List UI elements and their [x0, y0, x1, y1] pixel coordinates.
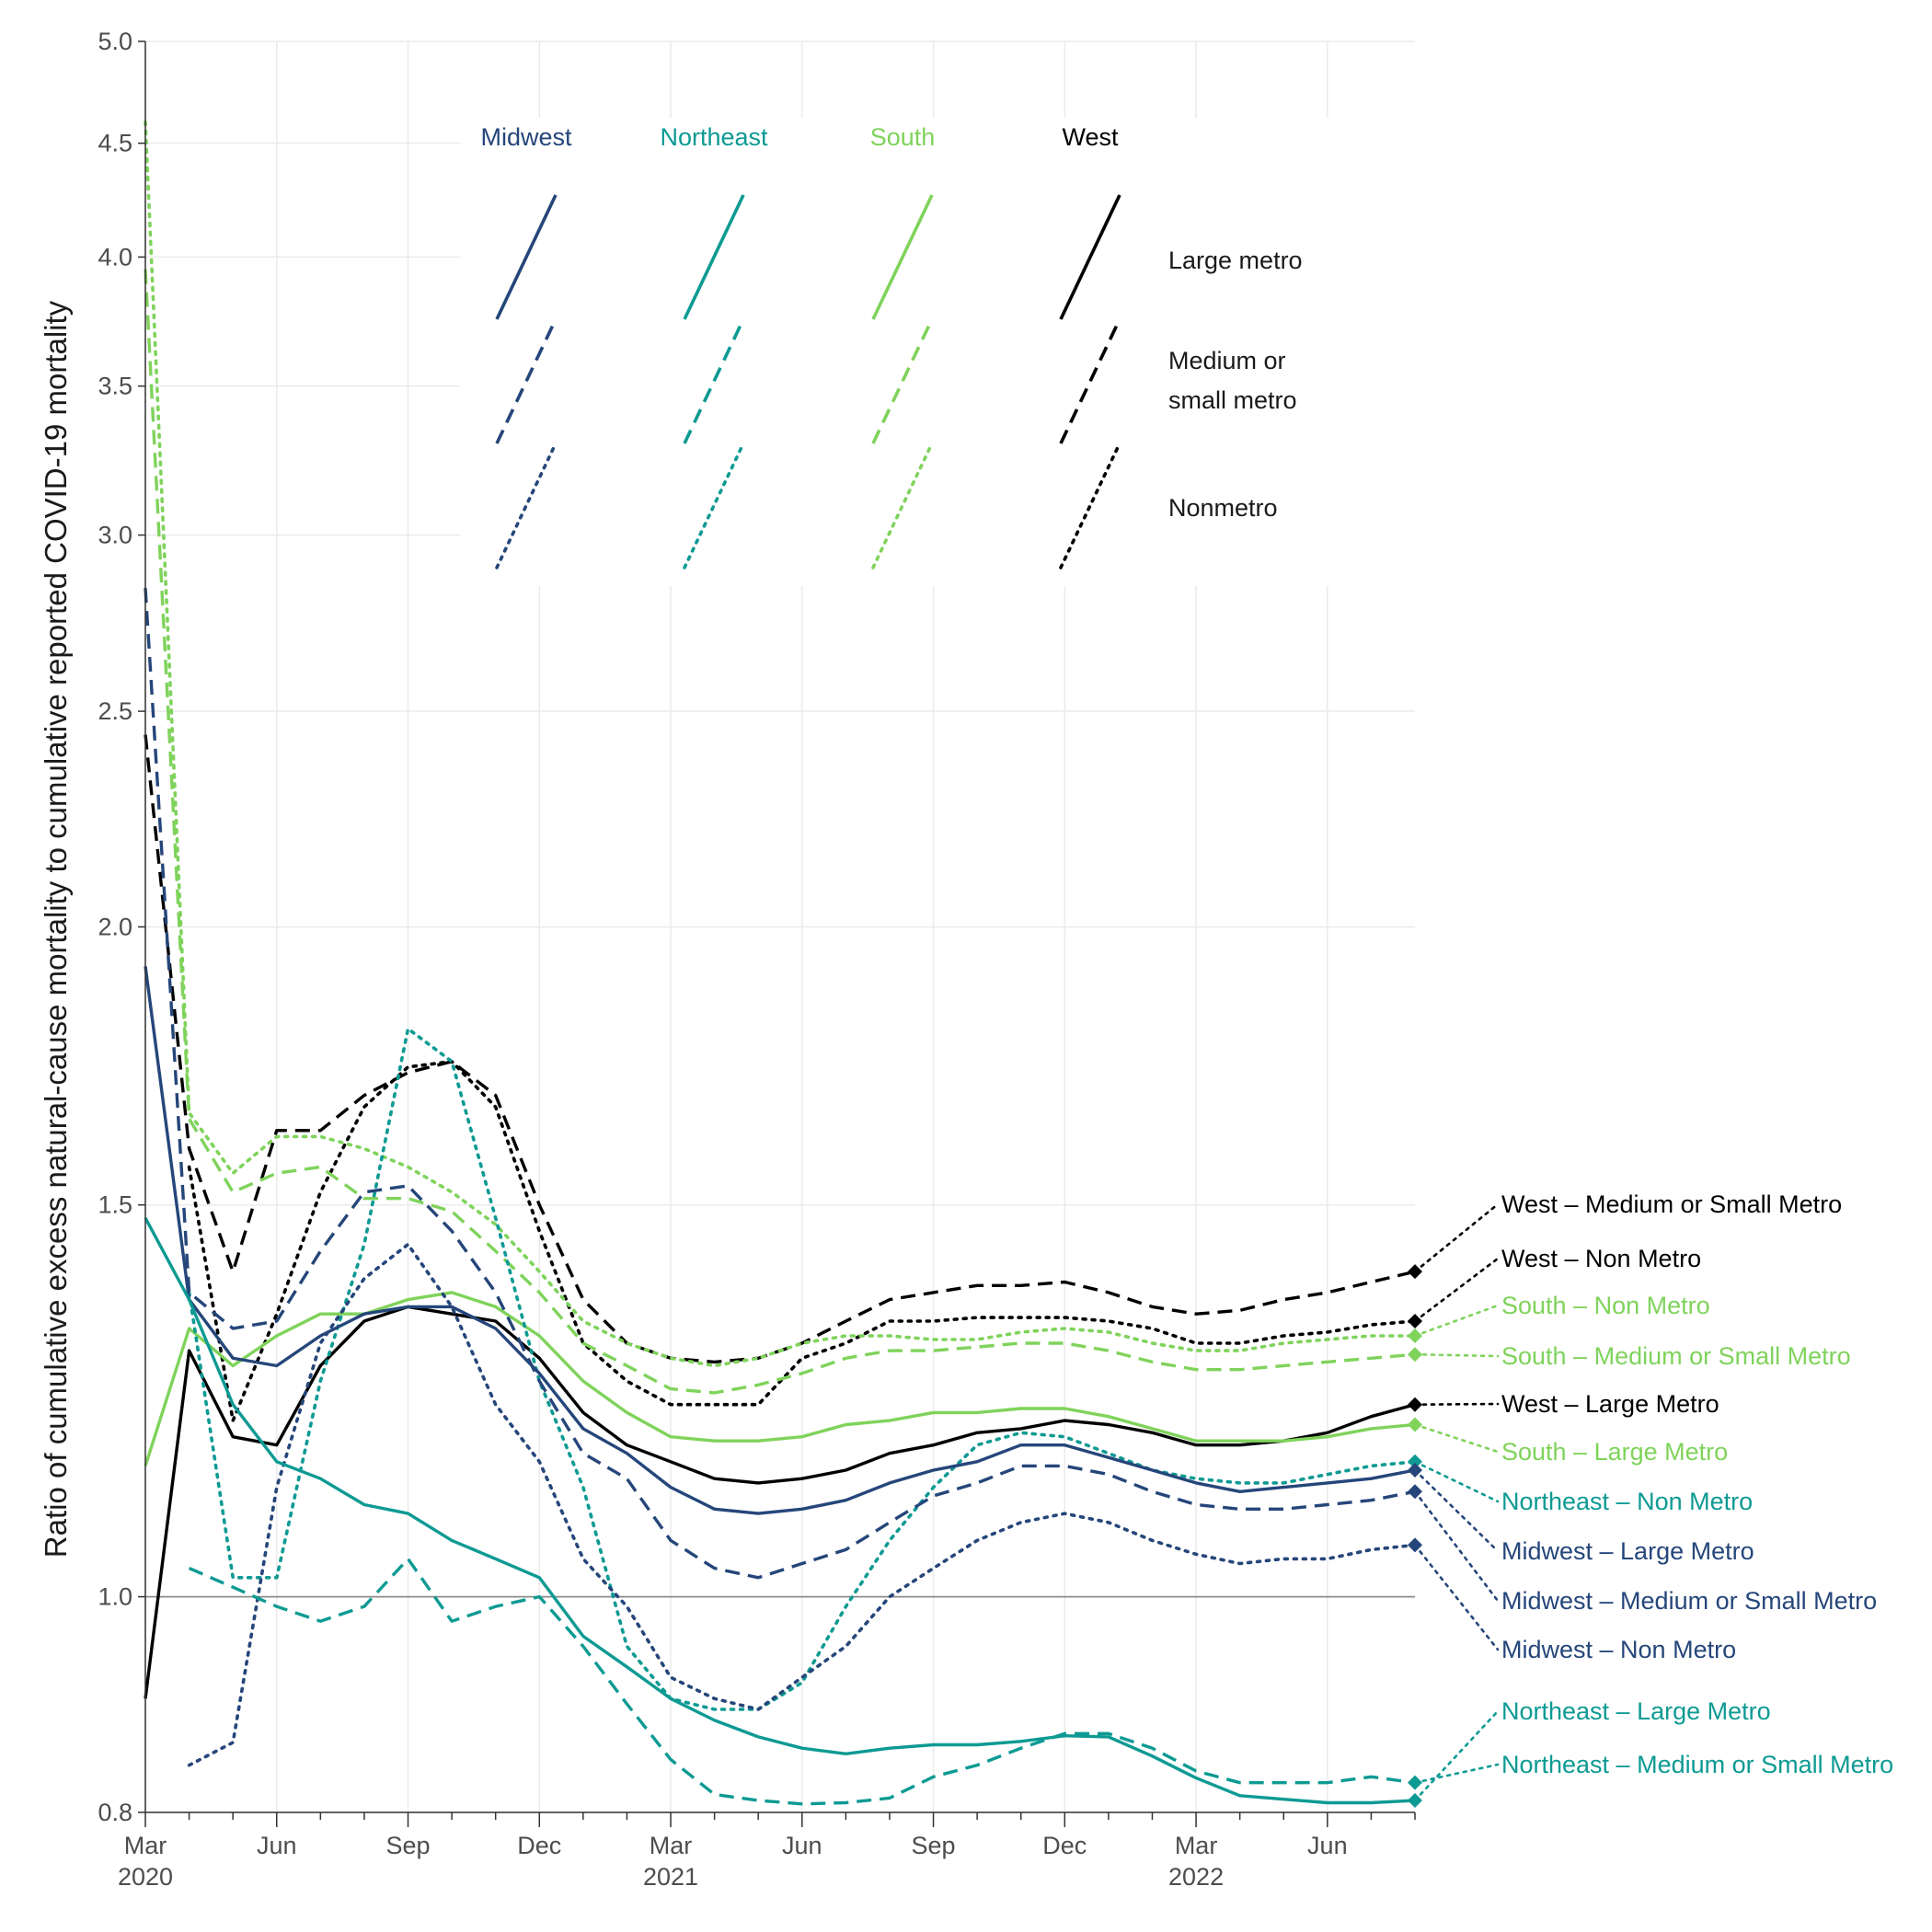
legend-region-label: Midwest: [480, 123, 572, 151]
x-tick-label: Jun: [782, 1832, 822, 1859]
label-leader-line: [1413, 1468, 1500, 1553]
series-end-marker: [1408, 1484, 1422, 1500]
series-end-label: Midwest – Medium or Small Metro: [1501, 1587, 1877, 1615]
label-leader-line: [1413, 1489, 1500, 1603]
label-leader-line: [1413, 1544, 1500, 1651]
series-line: [144, 120, 1417, 1368]
x-tick-year-label: 2020: [118, 1863, 173, 1891]
label-leader-line: [1413, 1460, 1500, 1503]
series-end-label: South – Large Metro: [1501, 1438, 1728, 1466]
series-end-marker: [1408, 1775, 1422, 1790]
series-line: [188, 1557, 1416, 1806]
label-leader-line: [1413, 1763, 1500, 1784]
series-layer: [144, 120, 1417, 1806]
series-end-marker: [1408, 1314, 1422, 1329]
series-line: [187, 1027, 1417, 1711]
y-tick-label: 4.0: [98, 243, 132, 270]
legend-background: [460, 177, 1417, 586]
legend-key: [1059, 194, 1121, 320]
label-leader-line: [1413, 1402, 1500, 1407]
x-tick-year-label: 2021: [643, 1863, 698, 1891]
legend-key: [495, 442, 558, 569]
x-tick-label: Sep: [385, 1832, 430, 1859]
series-line: [187, 1242, 1417, 1767]
series-line: [144, 966, 1416, 1515]
legend-region-label: West: [1062, 123, 1119, 151]
legend-key: [871, 194, 934, 320]
y-tick-label: 2.0: [98, 914, 132, 941]
legend-key: [495, 194, 558, 320]
y-axis-title: Ratio of cumulative excess natural-cause…: [39, 300, 73, 1558]
x-tick-label: Mar: [124, 1832, 167, 1859]
legend-key: [683, 442, 745, 569]
label-leader-line: [1413, 1423, 1500, 1454]
label-leader-line: [1413, 1709, 1500, 1802]
label-leader-line: [1413, 1352, 1500, 1358]
x-tick-label: Mar: [650, 1832, 693, 1859]
series-end-marker: [1408, 1397, 1422, 1412]
series-line: [187, 1060, 1417, 1422]
series-end-marker: [1408, 1792, 1422, 1808]
series-line: [144, 1291, 1416, 1466]
label-leader-line: [1413, 1304, 1500, 1338]
series-end-marker: [1408, 1417, 1422, 1432]
series-end-marker: [1408, 1462, 1422, 1478]
series-end-label: West – Medium or Small Metro: [1501, 1190, 1842, 1218]
series-end-label: South – Non Metro: [1501, 1292, 1710, 1319]
end-labels: West – Medium or Small Metro West – Non M…: [1408, 1190, 1893, 1808]
label-leader-line: [1413, 1202, 1500, 1273]
label-leader-line: [1413, 1257, 1500, 1323]
series-line: [144, 269, 1416, 1395]
series-line: [144, 1216, 1416, 1805]
legend-region-label: South: [870, 123, 936, 151]
y-tick-label: 2.5: [98, 697, 132, 725]
legend: Midwest Northeast South West Large metro Medi…: [460, 118, 1417, 586]
series-end-label: Midwest – Large Metro: [1501, 1537, 1754, 1565]
x-tick-label: Jun: [257, 1832, 297, 1859]
series-end-marker: [1408, 1347, 1422, 1363]
series-end-label: Northeast – Large Metro: [1501, 1697, 1771, 1725]
x-tick-year-label: 2022: [1168, 1863, 1224, 1891]
series-end-label: Northeast – Non Metro: [1501, 1488, 1753, 1515]
series-end-marker: [1408, 1264, 1422, 1280]
series-end-label: Northeast – Medium or Small Metro: [1501, 1751, 1893, 1778]
legend-type-label: Medium or small metro: [1168, 347, 1297, 414]
series-end-marker: [1408, 1328, 1422, 1343]
y-tick-label: 3.5: [98, 373, 132, 400]
series-line: [144, 588, 1416, 1580]
series-end-label: West – Large Metro: [1501, 1390, 1719, 1418]
y-tick-label: 1.0: [98, 1583, 132, 1611]
y-tick-label: 1.5: [98, 1191, 132, 1219]
y-tick-label: 0.8: [98, 1799, 132, 1826]
legend-type-label: Large metro: [1168, 247, 1303, 274]
x-tick-label: Jun: [1307, 1832, 1348, 1859]
legend-type-label: Nonmetro: [1168, 494, 1278, 522]
y-tick-label: 5.0: [98, 28, 132, 55]
series-line: [144, 1305, 1416, 1699]
axes: 0.8 1.0 1.5 2.0 2.5 3.0 3.5 4.0 4.5 5.0 Mar 2020 Jun…: [98, 28, 1416, 1891]
series-end-label: South – Medium or Small Metro: [1501, 1342, 1851, 1370]
x-tick-label: Mar: [1175, 1832, 1218, 1859]
x-tick-label: Dec: [517, 1832, 561, 1859]
x-tick-label: Dec: [1042, 1832, 1087, 1859]
series-end-label: West – Non Metro: [1501, 1245, 1701, 1272]
series-end-marker: [1408, 1454, 1422, 1469]
series-end-marker: [1408, 1537, 1422, 1553]
legend-region-label: Northeast: [660, 123, 768, 151]
series-end-label: Midwest – Non Metro: [1501, 1636, 1736, 1663]
legend-key: [1059, 442, 1121, 569]
x-tick-label: Sep: [912, 1832, 956, 1859]
y-tick-label: 4.5: [98, 130, 132, 157]
legend-key: [683, 194, 745, 320]
y-tick-label: 3.0: [98, 522, 132, 549]
legend-key: [871, 442, 934, 569]
